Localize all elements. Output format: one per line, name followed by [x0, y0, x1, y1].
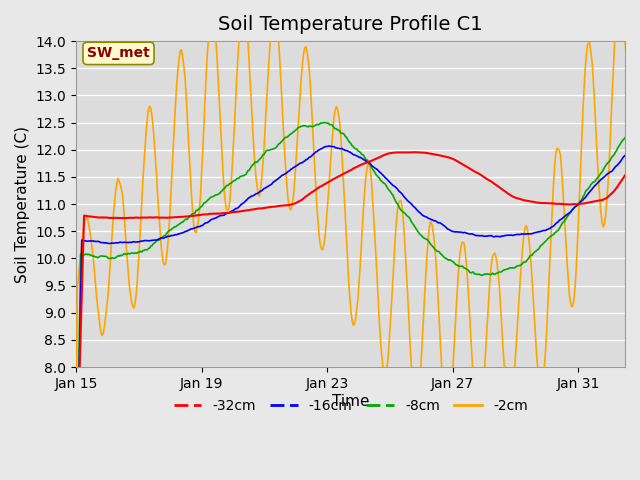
-2cm — [637, 348, 640, 354]
-16cm — [623, 151, 631, 157]
-8cm — [634, 112, 640, 118]
-2cm — [344, 259, 351, 265]
-16cm — [535, 229, 543, 235]
Line: -32cm: -32cm — [76, 152, 640, 480]
-2cm — [340, 194, 348, 200]
Line: -8cm: -8cm — [76, 115, 640, 480]
-32cm — [378, 153, 385, 159]
-8cm — [408, 220, 416, 226]
-2cm — [625, 95, 632, 101]
-16cm — [637, 403, 640, 408]
Text: SW_met: SW_met — [87, 47, 150, 60]
-2cm — [535, 372, 543, 378]
-8cm — [340, 132, 348, 137]
-2cm — [408, 374, 416, 380]
Line: -2cm: -2cm — [76, 0, 640, 462]
-8cm — [535, 246, 543, 252]
-8cm — [623, 132, 631, 138]
Line: -16cm: -16cm — [76, 144, 640, 480]
-8cm — [344, 137, 351, 143]
-16cm — [344, 148, 351, 154]
-32cm — [411, 149, 419, 155]
-32cm — [637, 456, 640, 462]
-16cm — [408, 202, 416, 208]
Legend: -32cm, -16cm, -8cm, -2cm: -32cm, -16cm, -8cm, -2cm — [168, 394, 533, 419]
-2cm — [378, 351, 385, 357]
-32cm — [408, 149, 416, 155]
-2cm — [72, 459, 80, 465]
-16cm — [340, 147, 348, 153]
-16cm — [378, 171, 385, 177]
Title: Soil Temperature Profile C1: Soil Temperature Profile C1 — [218, 15, 483, 34]
Y-axis label: Soil Temperature (C): Soil Temperature (C) — [15, 126, 30, 283]
-16cm — [632, 142, 640, 147]
-32cm — [340, 170, 348, 176]
-32cm — [536, 200, 544, 206]
-32cm — [344, 169, 351, 175]
X-axis label: Time: Time — [332, 394, 369, 408]
-8cm — [378, 178, 385, 184]
-8cm — [637, 367, 640, 372]
-32cm — [625, 168, 632, 174]
